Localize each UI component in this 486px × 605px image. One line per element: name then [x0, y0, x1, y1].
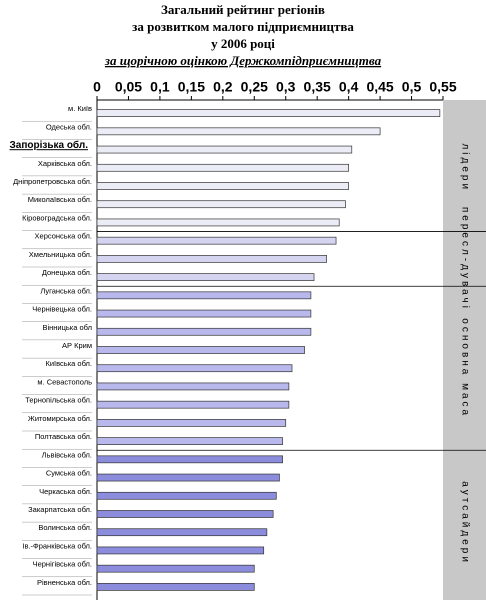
bar	[96, 364, 293, 373]
bar	[96, 473, 280, 482]
bar	[96, 491, 277, 500]
x-tick-label: 0	[93, 79, 101, 95]
category-label: Кіровоградська обл.	[22, 213, 92, 222]
category-label: Черкаська обл.	[39, 487, 92, 496]
x-tick-label: 0,25	[241, 79, 268, 95]
x-tick-label: 0,15	[178, 79, 205, 95]
subtitle: за щорічною оцінкою Держкомпідприємництв…	[104, 53, 382, 68]
bar	[96, 236, 337, 245]
category-label: Закарпатська обл.	[28, 505, 92, 514]
x-tick-label: 0,2	[213, 79, 233, 95]
x-tick-label: 0,1	[150, 79, 170, 95]
category-label: Одеська обл.	[46, 122, 92, 131]
category-label: Донецька обл.	[42, 268, 92, 277]
x-tick-label: 0,05	[115, 79, 142, 95]
group-label: основна маса	[459, 318, 470, 418]
bar	[96, 327, 312, 336]
bar	[96, 437, 283, 445]
bar	[96, 127, 381, 136]
category-label: Ів.-Франківська обл.	[22, 541, 92, 550]
category-label: Луганська обл.	[40, 286, 92, 295]
bar	[96, 419, 287, 427]
title-line: за розвитком малого підприємництва	[132, 19, 354, 34]
category-label: м. Севастополь	[37, 377, 92, 386]
bar	[96, 510, 274, 518]
bar	[96, 564, 255, 573]
category-label: Сумська обл.	[46, 469, 92, 478]
bar	[96, 455, 283, 464]
category-label: Волинська обл.	[38, 523, 92, 532]
category-label: м. Київ	[68, 104, 92, 113]
category-label: Запорізька обл.	[10, 139, 89, 151]
bar	[96, 273, 315, 281]
title-line: у 2006 році	[211, 36, 275, 51]
category-label: Дніпропетровська обл.	[13, 177, 92, 186]
category-label: Хмельницька обл.	[29, 250, 92, 259]
bar	[96, 218, 340, 227]
bar	[96, 583, 255, 591]
group-label: аутсайдери	[459, 481, 470, 565]
category-label: Київська обл.	[46, 359, 93, 368]
group-column	[443, 100, 486, 600]
group-label: пересл-дувачі	[459, 207, 470, 311]
category-label: Житомирська обл.	[28, 414, 92, 423]
bar	[96, 400, 290, 409]
category-label: Полтавська обл.	[35, 432, 92, 441]
bar	[96, 182, 349, 190]
category-label: Вінницька обл	[42, 323, 92, 332]
bar	[96, 255, 327, 263]
category-label: Чернівецька обл.	[32, 305, 92, 314]
bar	[96, 309, 312, 318]
bar	[96, 346, 305, 354]
category-label: Миколаївська обл.	[28, 195, 92, 204]
x-tick-label: 0,35	[304, 79, 331, 95]
bar	[96, 163, 349, 172]
bar	[96, 528, 268, 537]
x-tick-label: 0,3	[276, 79, 296, 95]
category-label: Тернопільська обл.	[25, 396, 92, 405]
x-tick-label: 0,45	[366, 79, 393, 95]
bar	[96, 145, 353, 154]
category-label: Рівненська обл.	[37, 578, 92, 587]
bar	[96, 200, 346, 209]
category-label: Львівська обл.	[42, 450, 92, 459]
group-label: лідери	[459, 143, 470, 192]
category-label: АР Крим	[62, 341, 92, 350]
bar	[96, 546, 265, 555]
category-label: Харківська обл.	[38, 159, 92, 168]
x-tick-label: 0,55	[429, 79, 456, 95]
category-label: Чернігівська обл.	[33, 560, 92, 569]
bar	[96, 382, 290, 391]
bar	[96, 109, 441, 117]
bar	[96, 291, 312, 300]
x-tick-label: 0,5	[402, 79, 422, 95]
x-tick-label: 0,4	[339, 79, 359, 95]
title-line: Загальний рейтинг регіонів	[161, 2, 325, 17]
category-label: Херсонська обл.	[35, 232, 92, 241]
